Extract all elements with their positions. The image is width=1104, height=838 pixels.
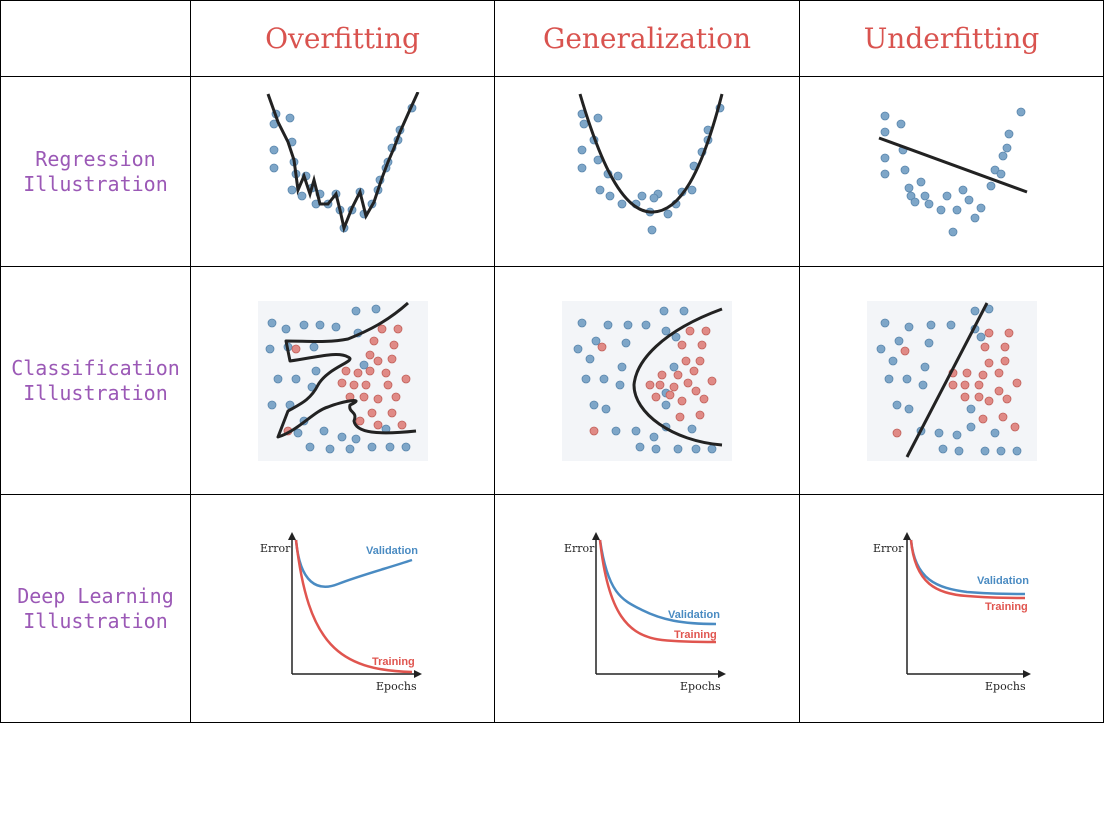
row-label-line1: Classification	[11, 355, 180, 380]
dl-underfitting-plot: Error Epochs Validation Training	[873, 531, 1031, 693]
dl-overfitting-cell: Error Epochs Validation Training	[190, 494, 495, 723]
classification-underfitting-plot	[866, 300, 1037, 461]
dl-generalization-cell: Error Epochs Validation Training	[494, 494, 800, 723]
header-overfitting: Overfitting	[190, 0, 495, 77]
classification-underfitting-cell	[799, 266, 1104, 495]
classification-generalization-cell	[494, 266, 800, 495]
axis-label-epochs: Epochs	[985, 680, 1026, 693]
axis-label-epochs: Epochs	[376, 680, 417, 693]
row-label-line1: Regression	[35, 146, 156, 171]
axis-label-epochs: Epochs	[680, 680, 721, 693]
regression-generalization-plot	[577, 93, 725, 234]
validation-label: Validation	[668, 609, 720, 621]
regression-underfitting-plot	[877, 107, 1028, 236]
axis-label-error: Error	[260, 542, 291, 555]
regression-overfitting-cell	[190, 76, 495, 267]
comparison-table: Overfitting Generalization Underfitting …	[0, 0, 1104, 723]
row-label-classification: Classification Illustration	[0, 266, 191, 495]
classification-overfitting-cell	[190, 266, 495, 495]
header-generalization: Generalization	[494, 0, 800, 77]
header-row: Overfitting Generalization Underfitting	[0, 0, 1104, 77]
classification-generalization-plot	[562, 300, 732, 461]
row-label-deep-learning: Deep Learning Illustration	[0, 494, 191, 723]
regression-generalization-cell	[494, 76, 800, 267]
deep-learning-row: Deep Learning Illustration Error Epochs …	[0, 494, 1104, 723]
training-label: Training	[372, 656, 415, 668]
row-label-line2: Illustration	[23, 171, 168, 196]
classification-row: Classification Illustration	[0, 266, 1104, 495]
dl-overfitting-plot: Error Epochs Validation Training	[260, 531, 422, 693]
row-label-line2: Illustration	[23, 380, 168, 405]
training-label: Training	[674, 629, 717, 641]
regression-underfitting-cell	[799, 76, 1104, 267]
row-label-line2: Illustration	[23, 608, 168, 633]
row-label-regression: Regression Illustration	[0, 76, 191, 267]
validation-label: Validation	[977, 575, 1029, 587]
header-underfitting: Underfitting	[799, 0, 1104, 77]
row-label-line1: Deep Learning	[17, 583, 174, 608]
training-label: Training	[985, 601, 1028, 613]
corner-cell	[0, 0, 191, 77]
dl-generalization-plot: Error Epochs Validation Training	[564, 531, 726, 693]
validation-label: Validation	[366, 545, 418, 557]
regression-row: Regression Illustration	[0, 76, 1104, 267]
dl-underfitting-cell: Error Epochs Validation Training	[799, 494, 1104, 723]
classification-overfitting-plot	[257, 300, 428, 461]
regression-overfitting-plot	[266, 91, 419, 233]
axis-label-error: Error	[873, 542, 904, 555]
axis-label-error: Error	[564, 542, 595, 555]
